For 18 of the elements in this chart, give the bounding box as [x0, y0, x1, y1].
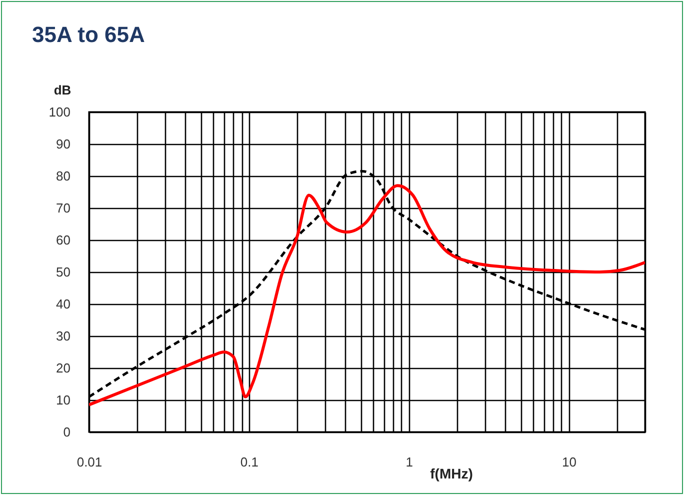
chart-title: 35A to 65A: [32, 22, 145, 48]
y-tick-label: 40: [56, 296, 70, 312]
y-tick-label: 50: [56, 264, 70, 280]
y-tick-label: 0: [63, 424, 70, 440]
y-tick-label: 30: [56, 328, 70, 344]
x-tick-label: 0.01: [76, 454, 102, 470]
x-axis-title: f(MHz): [430, 466, 473, 482]
y-tick-label: 70: [56, 200, 70, 216]
x-tick-label: 10: [562, 454, 576, 470]
y-tick-label: 90: [56, 136, 70, 152]
y-tick-label: 20: [56, 360, 70, 376]
x-tick-label: 1: [406, 454, 413, 470]
y-tick-label: 60: [56, 232, 70, 248]
x-tick-label: 0.1: [240, 454, 258, 470]
y-tick-label: 80: [56, 168, 70, 184]
y-tick-label: 10: [56, 392, 70, 408]
y-axis-title: dB: [54, 82, 72, 98]
y-tick-label: 100: [48, 104, 70, 120]
